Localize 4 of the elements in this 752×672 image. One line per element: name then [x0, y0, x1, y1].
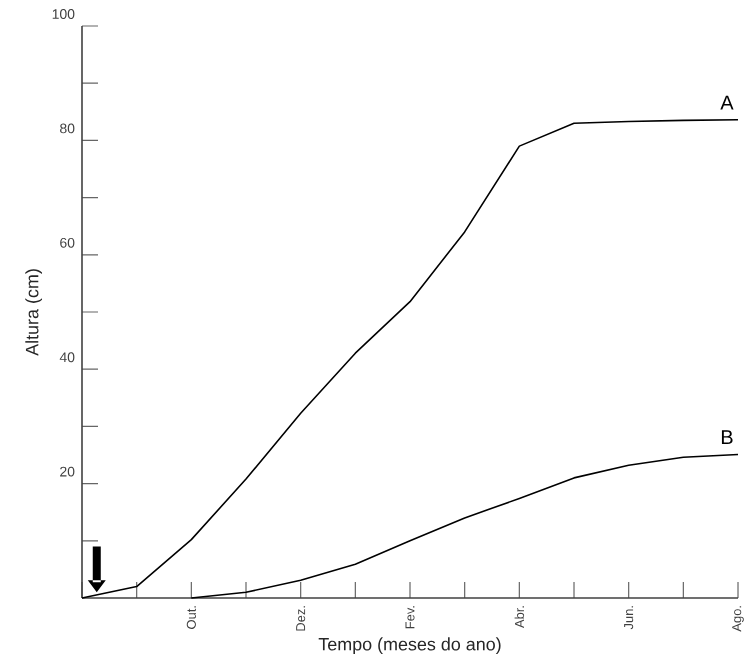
series-label: B: [721, 430, 733, 445]
x-axis-title: Tempo (meses do ano): [318, 637, 501, 655]
series-label: A: [720, 95, 734, 110]
y-axis-title: Altura (cm): [25, 269, 43, 356]
